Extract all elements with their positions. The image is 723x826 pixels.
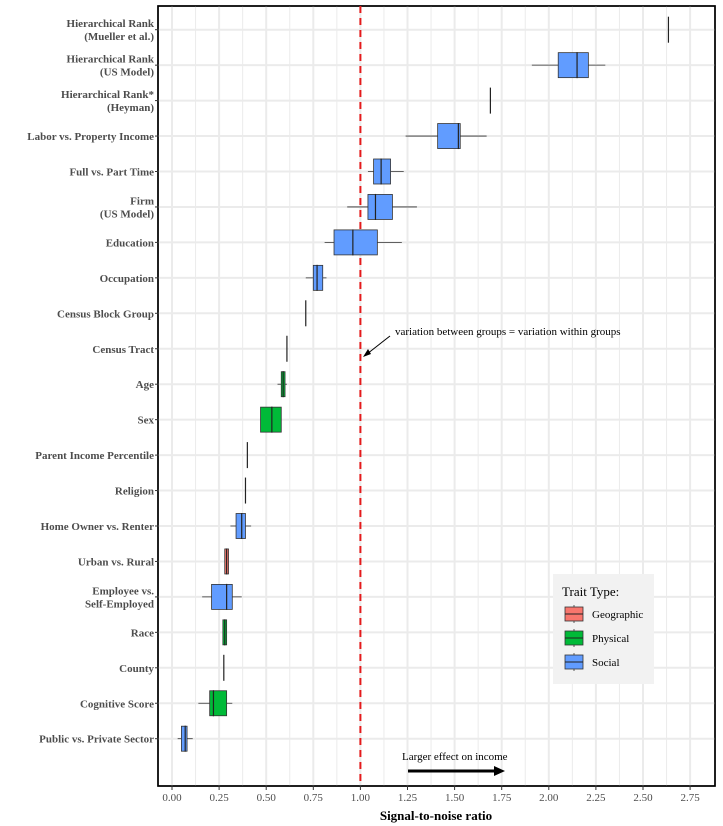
plot-panel-border <box>157 5 716 787</box>
box <box>260 406 282 433</box>
legend: Trait Type: Geographic Physical Social <box>553 574 654 684</box>
legend-label: Social <box>592 657 620 669</box>
y-tick-label: Occupation <box>100 273 154 285</box>
y-tick-label: (US Model) <box>100 67 154 79</box>
x-tick-label: 0.75 <box>304 792 324 804</box>
x-tick-label: 1.50 <box>445 792 465 804</box>
box <box>235 513 246 539</box>
y-tick-label: Race <box>131 627 154 639</box>
box <box>209 690 228 717</box>
x-tick-label: 0.25 <box>209 792 229 804</box>
x-axis-title: Signal-to-noise ratio <box>380 808 492 823</box>
x-tick-label: 2.75 <box>680 792 700 804</box>
trait-box-group <box>277 371 287 398</box>
trait-box-group <box>405 123 487 150</box>
box <box>373 158 391 185</box>
trait-box-group <box>177 725 193 752</box>
y-tick-label: Employee vs. <box>92 585 154 597</box>
y-tick-label: Firm <box>130 195 154 207</box>
box <box>333 229 378 256</box>
x-tick-label: 2.50 <box>633 792 653 804</box>
x-tick-label: 1.25 <box>398 792 418 804</box>
box <box>312 264 324 291</box>
box <box>211 584 233 610</box>
x-axis: 0.00 0.25 0.50 0.75 1.00 1.25 1.50 1.75 2.00 2.25… <box>162 786 700 804</box>
y-tick-label: Hierarchical Rank* <box>61 89 154 101</box>
y-tick-label: County <box>119 663 154 675</box>
trait-box-group <box>347 193 417 220</box>
box <box>437 123 461 149</box>
y-tick-label: Hierarchical Rank <box>67 54 155 66</box>
x-tick-label: 1.75 <box>492 792 512 804</box>
trait-box-group <box>202 583 242 610</box>
reference-annotation: variation between groups = variation wit… <box>395 326 621 338</box>
trait-box-group <box>222 619 228 646</box>
trait-box-group <box>531 52 606 79</box>
trait-box-group <box>305 264 327 291</box>
y-tick-label: Public vs. Private Sector <box>39 734 154 746</box>
x-tick-label: 2.00 <box>539 792 559 804</box>
trait-box-group <box>367 158 404 185</box>
effect-annotation: Larger effect on income <box>402 751 508 763</box>
y-tick-label: Self-Employed <box>85 598 154 610</box>
x-tick-label: 0.00 <box>162 792 182 804</box>
y-tick-label: Census Tract <box>92 344 154 356</box>
trait-box-group <box>198 690 233 717</box>
y-tick-label: Home Owner vs. Renter <box>41 521 155 533</box>
y-tick-label: (Heyman) <box>107 102 154 114</box>
legend-title: Trait Type: <box>562 584 619 599</box>
box-layer <box>177 16 670 752</box>
trait-box-group <box>230 513 252 539</box>
y-tick-label: (US Model) <box>100 208 154 220</box>
legend-item: Physical <box>564 629 629 647</box>
legend-item: Social <box>564 653 620 671</box>
legend-label: Geographic <box>592 609 643 621</box>
y-tick-label: Education <box>106 237 154 249</box>
y-tick-label: (Mueller et al.) <box>84 31 154 43</box>
box <box>557 52 589 79</box>
trait-box-group <box>224 548 229 575</box>
legend-item: Geographic <box>564 605 643 623</box>
reference-annotation-arrow-shaft <box>366 335 391 355</box>
y-tick-label: Cognitive Score <box>80 698 154 710</box>
y-tick-label: Religion <box>115 486 154 498</box>
trait-box-group <box>260 406 282 433</box>
legend-label: Physical <box>592 633 629 645</box>
y-tick-label: Parent Income Percentile <box>35 450 154 462</box>
y-tick-label: Labor vs. Property Income <box>27 131 154 143</box>
y-tick-label: Urban vs. Rural <box>78 556 154 568</box>
y-axis-labels: Hierarchical Rank(Mueller et al.)Hierarc… <box>27 18 158 746</box>
x-tick-label: 0.50 <box>257 792 277 804</box>
x-tick-label: 1.00 <box>351 792 371 804</box>
box <box>367 194 393 220</box>
y-tick-label: Sex <box>138 415 155 427</box>
trait-box-group <box>324 229 402 256</box>
x-tick-label: 2.25 <box>586 792 606 804</box>
effect-arrow-head <box>494 766 505 776</box>
y-tick-label: Age <box>136 379 154 391</box>
box <box>181 725 188 752</box>
reference-annotation-arrow-head <box>363 349 371 357</box>
y-tick-label: Census Block Group <box>57 308 154 320</box>
legend-items: Geographic Physical Social <box>564 605 643 671</box>
y-tick-label: Full vs. Part Time <box>69 167 154 179</box>
y-tick-label: Hierarchical Rank <box>67 18 155 30</box>
